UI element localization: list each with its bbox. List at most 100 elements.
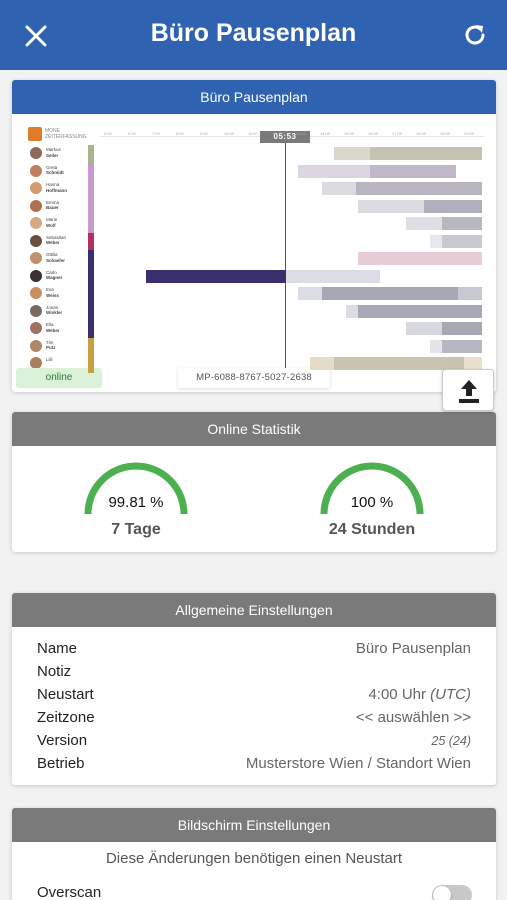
shift-bar [334, 147, 370, 160]
stats-header: Online Statistik [12, 412, 496, 446]
staff-name: Hanna Hoffmann [46, 182, 67, 193]
current-time-badge: 05:53 [260, 131, 310, 143]
gauge-label: 7 Tage [111, 521, 161, 538]
timeline-tick: 7:00 [152, 131, 160, 136]
department-stripe [88, 215, 94, 233]
app-bar: Büro Pausenplan [0, 0, 507, 70]
staff-row: Ottilia Schaefer [30, 250, 100, 267]
timeline-tick: 19:00 [440, 131, 451, 136]
shift-bar [358, 304, 482, 318]
staff-row: Emma Bauer [30, 198, 100, 215]
shift-bar [430, 234, 442, 248]
timeline-tick: 14:00 [320, 131, 331, 136]
shift-bar [442, 234, 482, 248]
setting-label: Betrieb [37, 755, 85, 772]
shift-bar [346, 304, 358, 318]
staff-name: Markus Seiler [46, 147, 61, 158]
avatar [30, 234, 42, 247]
shift-bar [356, 182, 482, 195]
staff-row: Tim Putz [30, 338, 100, 355]
setting-store[interactable]: Betrieb Musterstore Wien / Standort Wien [37, 755, 471, 778]
staff-row: Ella Weber [30, 320, 100, 337]
setting-value: << auswählen >> [355, 709, 471, 726]
logo-text: MONE ZEITERFASSUNG [45, 128, 87, 140]
staff-name: Jonas Winkler [46, 304, 63, 316]
stats-card: Online Statistik 99.81 % 7 Tage 100 % 24… [12, 412, 496, 552]
department-stripe [88, 197, 94, 216]
current-time-line [285, 143, 286, 383]
department-stripe [88, 267, 94, 286]
setting-label: Version [37, 732, 88, 749]
shift-bar [334, 357, 464, 370]
staff-row: Carlo Wagner [30, 268, 100, 285]
status-badge: online [16, 368, 102, 388]
setting-note[interactable]: Notiz [37, 663, 471, 686]
shift-bar [322, 182, 356, 195]
shift-bar [146, 269, 286, 283]
gauge-label: 24 Stunden [328, 521, 416, 538]
shift-bar [430, 339, 442, 353]
timeline-tick: 18:00 [416, 131, 427, 136]
staff-name: Eva Weiss [46, 287, 59, 298]
shift-bar [370, 164, 456, 178]
staff-name: Tim Putz [46, 339, 56, 351]
timeline-tick: 9:00 [200, 131, 208, 136]
upload-button[interactable] [442, 369, 494, 411]
department-stripe [88, 180, 94, 198]
staff-name: Marie Wolf [46, 217, 58, 228]
department-stripe [88, 320, 94, 338]
restart-notice: Diese Änderungen benötigen einen Neustar… [105, 850, 403, 867]
avatar [30, 252, 42, 264]
department-stripe [88, 337, 94, 356]
shift-bar [322, 287, 458, 300]
setting-value: 4:00 Uhr (UTC) [368, 686, 471, 703]
timeline-tick: 10:00 [224, 131, 235, 136]
timeline-tick: 13:00 [296, 131, 307, 136]
setting-label: Name [37, 640, 78, 657]
avatar [30, 322, 42, 334]
shift-bar [286, 269, 380, 283]
gauge-value: 99.81 % [108, 494, 164, 511]
setting-label: Neustart [37, 686, 94, 703]
shift-bar [442, 322, 482, 335]
overscan-toggle[interactable] [432, 885, 472, 900]
staff-name: Emma Bauer [46, 199, 60, 211]
shift-bar [406, 322, 442, 335]
timeline-tick: 5:00 [104, 131, 112, 136]
setting-value: 25 (24) [431, 734, 471, 748]
toggle-knob [433, 886, 451, 900]
department-stripe [88, 355, 94, 373]
staff-name: Sebastian Weber [46, 234, 67, 246]
avatar [30, 287, 42, 299]
page-title: Büro Pausenplan [150, 19, 357, 47]
staff-row: Jonas Winkler [30, 303, 100, 320]
shift-bar [458, 287, 482, 300]
timeline-tick: 20:00 [464, 131, 475, 136]
shift-bar [298, 164, 370, 178]
close-icon[interactable] [22, 22, 50, 50]
avatar [30, 339, 42, 352]
staff-row: Hanna Hoffmann [30, 180, 100, 197]
setting-value: Büro Pausenplan [355, 640, 471, 657]
staff-row: Lilli [30, 355, 100, 372]
screen-preview[interactable]: MONE ZEITERFASSUNG 05:53 Markus Seiler Gre… [12, 114, 496, 392]
gauge-24-hours: 100 % 24 Stunden [318, 460, 426, 540]
staff-row: Sebastian Weber [30, 233, 100, 250]
timeline-tick: 15:00 [344, 131, 355, 136]
setting-value: Musterstore Wien / Standort Wien [245, 755, 471, 772]
setting-name[interactable]: Name Büro Pausenplan [37, 640, 471, 663]
setting-timezone[interactable]: Zeitzone << auswählen >> [37, 709, 471, 732]
timeline-tick: 6:00 [128, 131, 136, 136]
shift-bar [424, 199, 482, 213]
overscan-label: Overscan [37, 884, 102, 900]
shift-bar [406, 217, 442, 230]
setting-restart[interactable]: Neustart 4:00 Uhr (UTC) [37, 686, 471, 709]
refresh-icon[interactable] [461, 21, 489, 49]
device-id: MP-6088-8767-5027-2638 [178, 368, 330, 388]
settings-header: Allgemeine Einstellungen [12, 593, 496, 627]
shift-bar [358, 252, 482, 265]
shift-bar [442, 339, 482, 353]
avatar [30, 164, 42, 177]
preview-card: Büro Pausenplan MONE ZEITERFASSUNG 05:53… [12, 80, 496, 411]
timeline-tick: 12:00 [272, 131, 283, 136]
